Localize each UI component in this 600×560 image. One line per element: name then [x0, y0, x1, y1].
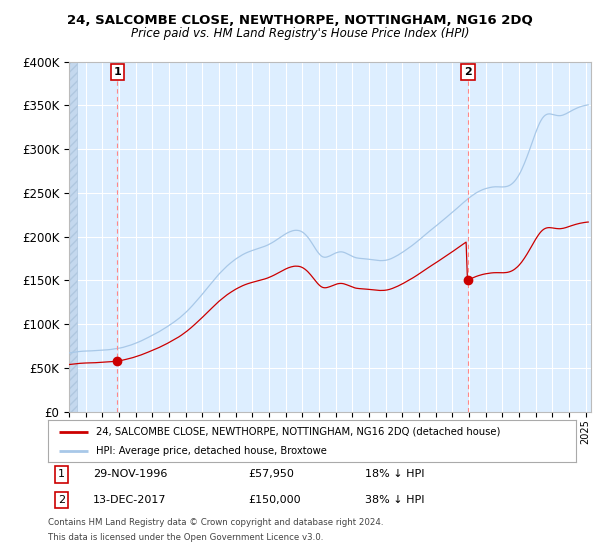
Text: 13-DEC-2017: 13-DEC-2017 — [93, 495, 166, 505]
Text: 1: 1 — [113, 67, 121, 77]
Bar — [69, 62, 77, 412]
Text: HPI: Average price, detached house, Broxtowe: HPI: Average price, detached house, Brox… — [95, 446, 326, 456]
Text: Price paid vs. HM Land Registry's House Price Index (HPI): Price paid vs. HM Land Registry's House … — [131, 27, 469, 40]
Text: Contains HM Land Registry data © Crown copyright and database right 2024.: Contains HM Land Registry data © Crown c… — [48, 518, 383, 527]
Text: £57,950: £57,950 — [248, 469, 295, 479]
Text: 38% ↓ HPI: 38% ↓ HPI — [365, 495, 424, 505]
Text: 2: 2 — [58, 495, 65, 505]
Text: 18% ↓ HPI: 18% ↓ HPI — [365, 469, 424, 479]
Text: 1: 1 — [58, 469, 65, 479]
Text: 2: 2 — [464, 67, 472, 77]
Text: 24, SALCOMBE CLOSE, NEWTHORPE, NOTTINGHAM, NG16 2DQ: 24, SALCOMBE CLOSE, NEWTHORPE, NOTTINGHA… — [67, 14, 533, 27]
Text: 29-NOV-1996: 29-NOV-1996 — [93, 469, 167, 479]
Text: £150,000: £150,000 — [248, 495, 301, 505]
Text: This data is licensed under the Open Government Licence v3.0.: This data is licensed under the Open Gov… — [48, 533, 323, 542]
Text: 24, SALCOMBE CLOSE, NEWTHORPE, NOTTINGHAM, NG16 2DQ (detached house): 24, SALCOMBE CLOSE, NEWTHORPE, NOTTINGHA… — [95, 427, 500, 437]
